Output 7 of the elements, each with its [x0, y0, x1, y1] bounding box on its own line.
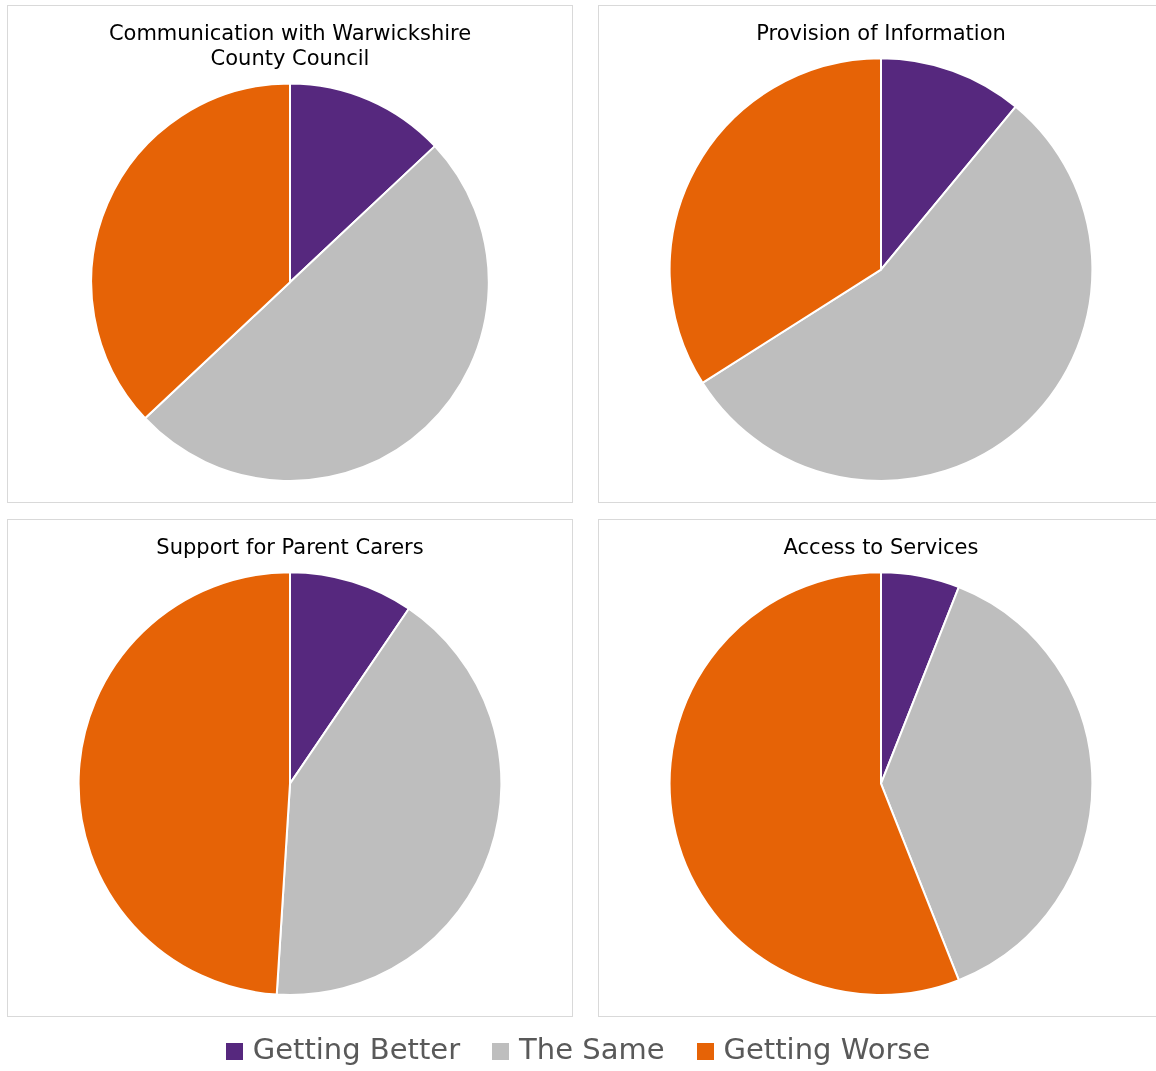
- legend-label: The Same: [519, 1032, 665, 1066]
- chart-title: Communication with Warwickshire County Council: [108, 21, 472, 71]
- chart-title: Provision of Information: [756, 21, 1006, 46]
- legend-label: Getting Worse: [723, 1032, 931, 1066]
- legend-label: Getting Better: [252, 1032, 461, 1066]
- chart-title: Support for Parent Carers: [156, 535, 424, 560]
- chart-title: Access to Services: [783, 535, 979, 560]
